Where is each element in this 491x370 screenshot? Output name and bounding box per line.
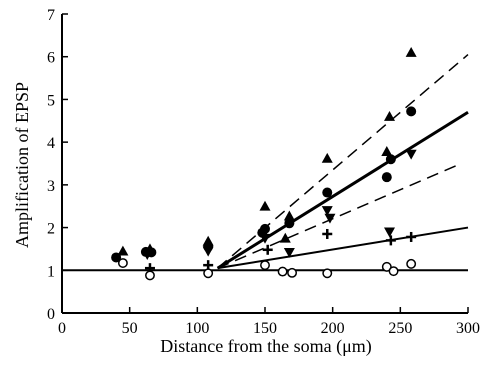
- filled-circle-point: [260, 223, 270, 234]
- filled-circle-point: [111, 252, 122, 263]
- plus-point: [406, 231, 417, 242]
- open-circle-point: [260, 260, 270, 271]
- fit-line-solid-thick: [216, 110, 469, 270]
- x-axis-title: Distance from the soma (μm): [160, 336, 372, 357]
- triangle-up-point: [283, 210, 295, 221]
- filled-circle-point: [322, 187, 333, 198]
- triangle-up-point: [321, 152, 333, 163]
- fit-line-solid: [217, 226, 469, 270]
- x-tick-label: 300: [456, 320, 480, 337]
- triangle-down-point: [202, 246, 214, 257]
- y-axis-title: Amplification of EPSP: [12, 82, 32, 248]
- open-circle-point: [145, 270, 155, 281]
- triangle-up-point: [117, 245, 129, 256]
- data-points: [111, 46, 417, 281]
- open-circle-point: [203, 268, 214, 279]
- y-tick-label: 3: [47, 178, 55, 195]
- triangle-up-point: [384, 111, 396, 121]
- triangle-down-point: [384, 227, 396, 238]
- triangle-down-point: [324, 213, 336, 224]
- open-circle-point: [277, 266, 288, 277]
- plus-point: [322, 228, 333, 239]
- open-circle-point: [117, 258, 128, 268]
- open-circle-point: [388, 266, 399, 277]
- triangle-up-point: [279, 232, 291, 243]
- fit-line-dashed: [217, 54, 469, 269]
- fit-lines: [62, 54, 469, 272]
- triangle-up-point: [259, 200, 271, 211]
- triangle-down-point: [321, 206, 333, 216]
- y-tick-label: 4: [47, 135, 55, 152]
- filled-circle-point: [284, 218, 295, 229]
- triangle-down-point: [141, 250, 153, 260]
- triangle-down-point: [405, 149, 417, 160]
- fit-line-dashed: [217, 162, 462, 269]
- x-tick-label: 0: [58, 320, 66, 337]
- x-tick-label: 50: [122, 320, 138, 337]
- y-tick-label: 5: [47, 92, 55, 109]
- x-tick-label: 200: [321, 320, 345, 337]
- y-tick-label: 6: [47, 50, 55, 67]
- y-tick-label: 2: [47, 221, 55, 238]
- triangle-down-point: [283, 247, 295, 258]
- y-tick-label: 0: [47, 306, 55, 323]
- filled-circle-point: [381, 172, 392, 183]
- filled-circle-point: [406, 106, 417, 117]
- filled-circle-point: [385, 154, 396, 165]
- plus-point: [262, 244, 273, 255]
- y-tick-label: 7: [47, 7, 55, 24]
- plus-point: [385, 235, 396, 246]
- triangle-up-point: [405, 46, 417, 57]
- triangle-up-point: [381, 146, 393, 156]
- tick-labels: 0 50 100 150 200 250 300 0 1 2 3 4 5 6 7: [47, 7, 480, 337]
- x-tick-label: 250: [388, 320, 412, 337]
- triangle-down-point: [259, 233, 271, 244]
- open-circle-point: [406, 258, 417, 269]
- open-circle-point: [381, 261, 392, 272]
- x-tick-label: 150: [253, 320, 277, 337]
- open-circle-point: [287, 267, 298, 278]
- x-tick-label: 100: [185, 320, 209, 337]
- axes: [61, 13, 469, 314]
- y-tick-label: 1: [47, 263, 55, 280]
- open-circle-point: [322, 268, 333, 279]
